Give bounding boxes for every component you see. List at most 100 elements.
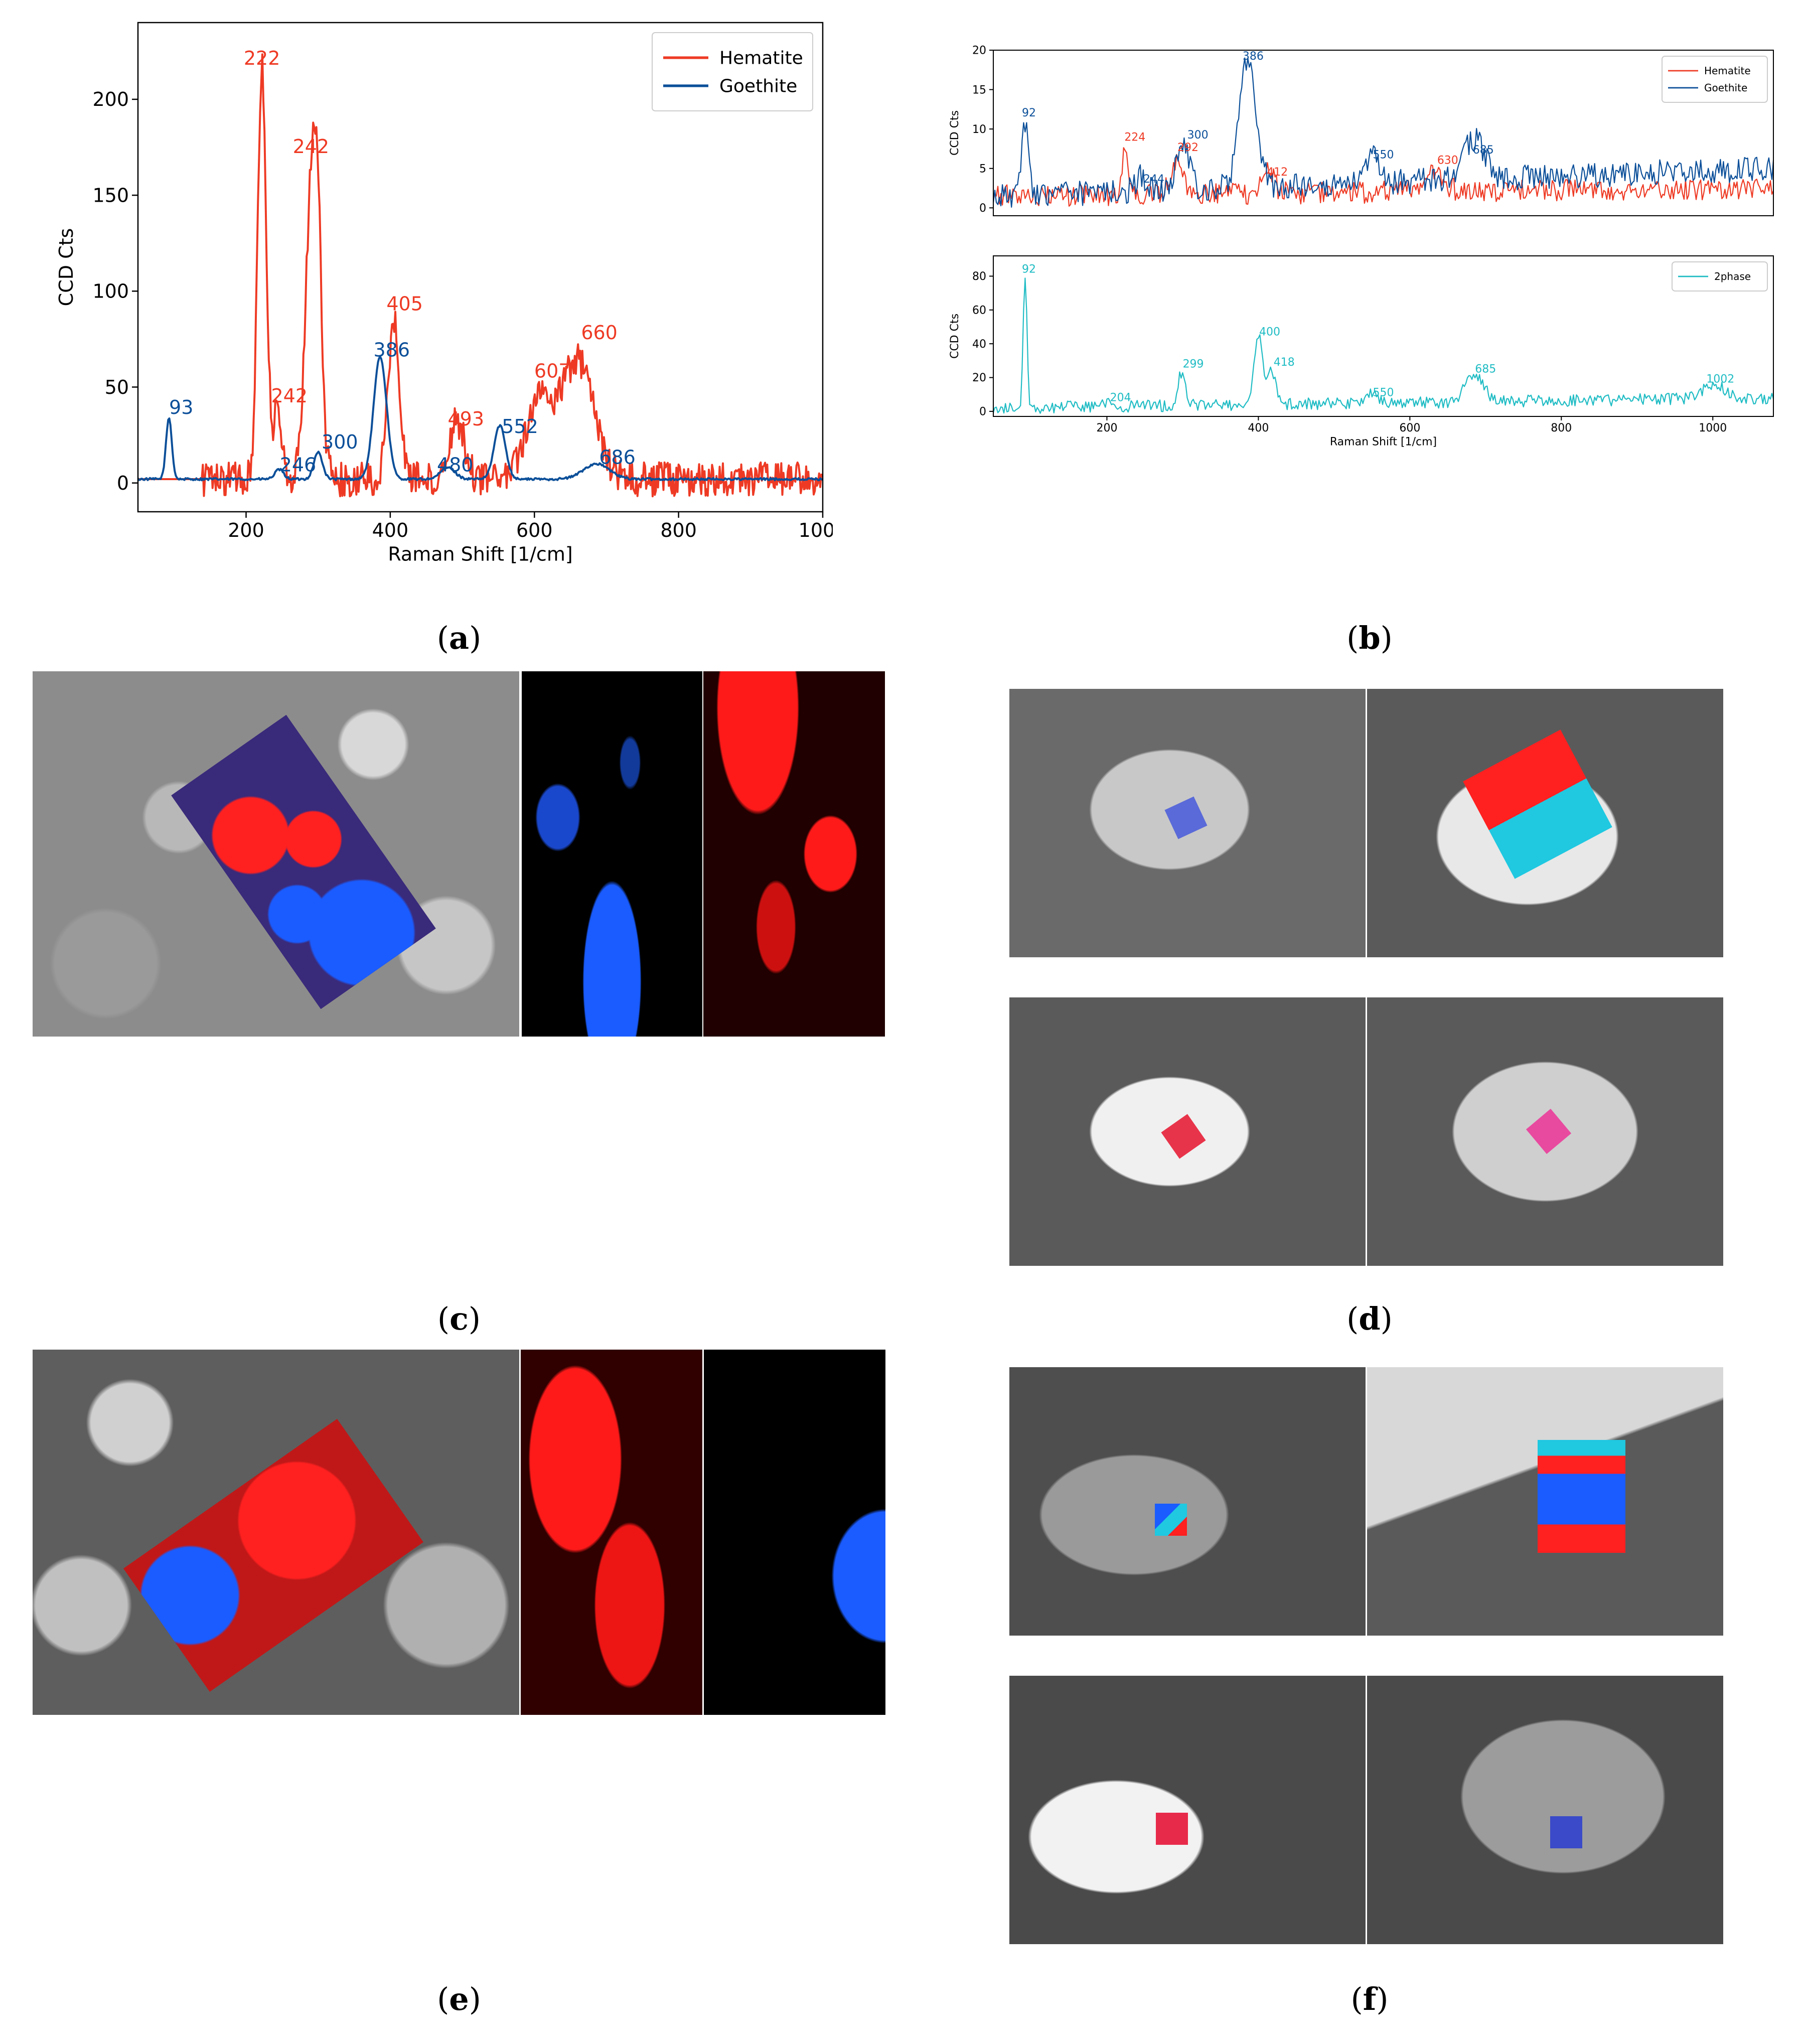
peak-label: 244 [1143,173,1164,186]
y-axis-label: CCD Cts [949,314,961,359]
peak-label: 299 [1183,358,1204,370]
peak-label: 93 [169,396,193,418]
y-axis-label: CCD Cts [55,228,77,307]
legend-label: Hematite [719,48,803,69]
micrograph-c-red-map [703,671,885,1037]
peak-label: 550 [1373,387,1394,399]
y-tick-label: 60 [972,304,986,317]
micrograph-e-red-map [521,1350,702,1715]
x-tick-label: 400 [372,519,409,541]
raman-map-small [1550,1816,1582,1848]
peak-label: 1002 [1706,373,1734,386]
plot-frame [993,255,1774,417]
x-tick-label: 800 [1551,422,1572,434]
panel-label-d: (d) [1346,1300,1393,1337]
peak-label: 242 [293,135,330,158]
micrograph-e-overlay [33,1350,519,1715]
raman-map-small [1156,1813,1188,1845]
chart-b-bottom: 200 400 600 800 1000 0 20 40 60 80 Raman Shift [1/… [949,255,1774,449]
raman-map-small [1164,796,1208,839]
peak-label: 480 [437,454,474,476]
chart-a: 200 400 600 800 1000 0 50 100 150 200 Raman Shift … [55,22,833,565]
series-line-goethite [992,57,1774,208]
peak-label: 552 [502,415,538,437]
series-line-goethite [137,356,823,482]
peak-label: 630 [1437,154,1458,167]
peak-label: 300 [322,431,358,453]
x-tick-label: 200 [228,519,264,541]
peak-label: 685 [1473,144,1494,157]
x-axis-label: Raman Shift [1/cm] [1330,436,1437,449]
peak-label: 92 [1022,107,1036,119]
micrograph-f-2 [1367,1367,1723,1636]
y-axis-label: CCD Cts [949,110,961,156]
micrograph-d-3 [1009,997,1366,1266]
series-line-hematite [138,53,823,498]
x-axis-label: Raman Shift [1/cm] [388,543,572,565]
peak-label: 222 [244,47,280,69]
panel-label-b: (b) [1346,620,1393,656]
legend-box [652,32,813,111]
y-tick-label: 50 [105,376,129,398]
panel-label-a: (a) [436,620,482,656]
peak-label: 292 [1177,141,1198,154]
legend-label: Goethite [1704,82,1747,94]
raman-map-large [1463,729,1612,879]
raman-map-small [1161,1114,1206,1159]
peak-label: 607 [534,360,571,382]
peak-label: 92 [1022,263,1036,276]
y-tick-label: 40 [972,338,986,351]
legend-label: Goethite [719,76,797,97]
panel-label-f: (f) [1350,1981,1389,2017]
y-tick-label: 100 [92,280,129,303]
raman-map-small [1526,1108,1572,1154]
y-tick-label: 0 [979,406,986,418]
peak-label: 386 [374,339,410,361]
plot-frame [137,22,824,513]
peak-label: 685 [1475,363,1496,375]
peak-label: 242 [271,385,308,407]
micrograph-e-blue-map [704,1350,885,1715]
micrograph-c-overlay [33,671,519,1037]
peak-label: 204 [1110,392,1131,404]
y-tick-label: 80 [972,270,986,283]
y-tick-label: 20 [972,372,986,384]
legend-label: 2phase [1714,270,1751,282]
y-tick-label: 0 [117,472,129,494]
series-line-hematite [992,147,1774,207]
series-line-2phase [992,277,1774,414]
x-tick-label: 1000 [799,519,833,541]
raman-map-overlay [123,1418,424,1692]
legend-box [1662,56,1768,103]
peak-label: 412 [1267,166,1288,179]
micrograph-f-4 [1367,1676,1723,1944]
micrograph-f-1 [1009,1367,1366,1636]
legend-label: Hematite [1704,65,1751,77]
micrograph-c-blue-map [522,671,702,1037]
legend-box [1672,261,1768,291]
peak-label: 550 [1373,149,1394,161]
peak-label: 405 [386,293,423,315]
micrograph-d-4 [1367,997,1723,1266]
y-tick-label: 150 [92,184,129,206]
peak-label: 246 [280,454,317,476]
y-tick-label: 15 [972,84,986,96]
peak-label: 386 [1243,50,1264,63]
peak-label: 418 [1274,356,1295,369]
panel-label-c: (c) [437,1300,481,1337]
peak-label: 224 [1124,131,1145,144]
x-tick-label: 400 [1248,422,1269,434]
panel-label-e: (e) [437,1981,481,2017]
peak-label: 660 [581,322,618,344]
peak-label: 686 [599,446,636,468]
x-tick-label: 600 [1399,422,1420,434]
micrograph-d-2 [1367,689,1723,957]
y-tick-label: 20 [972,45,986,57]
y-tick-label: 5 [979,163,986,175]
raman-map-overlay [171,714,436,1009]
micrograph-d-1 [1009,689,1366,957]
raman-map-large [1538,1440,1625,1553]
x-tick-label: 1000 [1699,422,1727,434]
micrograph-f-3 [1009,1676,1366,1944]
